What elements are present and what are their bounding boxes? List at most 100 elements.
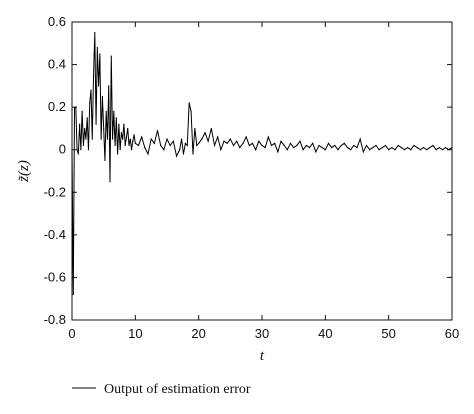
data-point [372,146,374,149]
data-point [239,146,241,149]
data-point [331,146,333,149]
data-point [127,127,129,130]
data-point [172,140,174,142]
data-point [147,153,149,155]
data-point [129,138,131,140]
data-point [369,149,371,151]
series-line-estimation-error [71,32,453,295]
data-point [242,142,244,144]
data-point [110,55,112,57]
data-point [103,127,105,130]
data-point [359,138,361,140]
data-point [217,136,219,138]
data-point [153,142,155,144]
data-point [432,144,434,147]
data-point [196,144,198,147]
data-point [125,136,128,138]
data-point [362,151,364,153]
data-point [106,138,109,140]
data-point [194,127,196,130]
data-point [188,102,190,104]
data-point [258,140,260,142]
x-axis-ticks: 0 10 20 30 40 50 60 [68,22,459,341]
data-point [232,144,235,147]
data-point [277,151,279,153]
data-point [220,149,222,151]
data-point [375,144,377,147]
data-point [192,153,194,155]
data-point [94,32,96,34]
data-point [86,117,88,119]
x-axis-label: t [260,348,265,364]
data-point [403,149,406,151]
data-point [337,149,339,151]
data-point [104,159,106,161]
data-point [381,146,383,149]
data-point [81,110,83,112]
data-point [87,149,90,151]
data-point [113,110,115,112]
data-point [264,146,266,149]
plot-frame [71,21,453,321]
y-tick-label: -0.6 [44,269,66,284]
data-point [302,149,304,151]
data-point [76,149,78,151]
data-point [388,149,390,151]
data-point [144,146,146,149]
data-point [119,149,121,151]
data-point [105,110,107,112]
data-point [160,144,162,147]
data-point [435,149,437,151]
data-point [72,293,74,296]
data-point [293,146,295,149]
x-tick-label: 50 [381,326,395,341]
data-point [114,144,116,147]
data-point [101,95,103,98]
data-point [445,146,447,149]
data-point [318,144,320,147]
x-tick-label: 10 [128,326,142,341]
x-tick-label: 20 [191,326,205,341]
data-point [98,85,100,87]
data-point [180,138,183,140]
data-point [96,46,98,49]
data-point [92,74,95,76]
data-point [343,142,345,144]
data-point [223,140,225,142]
data-point [315,151,317,153]
y-axis-ticks: 0.6 0.4 0.2 0 -0.2 -0.4 -0.6 -0.8 [44,14,452,327]
data-point [397,144,399,147]
data-point [416,146,418,149]
data-point [251,142,254,144]
data-points [71,32,453,296]
data-point [133,134,135,136]
data-point [190,110,192,112]
data-point [122,138,124,140]
y-tick-label: 0 [59,142,66,157]
data-point [169,144,171,147]
data-point [100,138,102,140]
data-point [163,149,165,151]
data-point [267,136,269,138]
data-point [334,144,336,147]
data-point [213,144,216,147]
data-point [261,144,263,147]
data-point [394,149,396,151]
data-point [448,149,450,151]
data-point [75,106,77,108]
data-point [286,149,288,151]
data-point [289,142,292,144]
data-point [77,153,79,155]
data-point [236,140,238,142]
data-point [299,140,301,142]
data-point [441,149,444,151]
data-point [248,144,250,147]
x-tick-label: 30 [255,326,269,341]
data-point [207,140,209,142]
data-point [128,144,130,147]
y-tick-label: 0.4 [48,57,66,72]
data-point [82,144,84,147]
data-point [179,149,181,151]
